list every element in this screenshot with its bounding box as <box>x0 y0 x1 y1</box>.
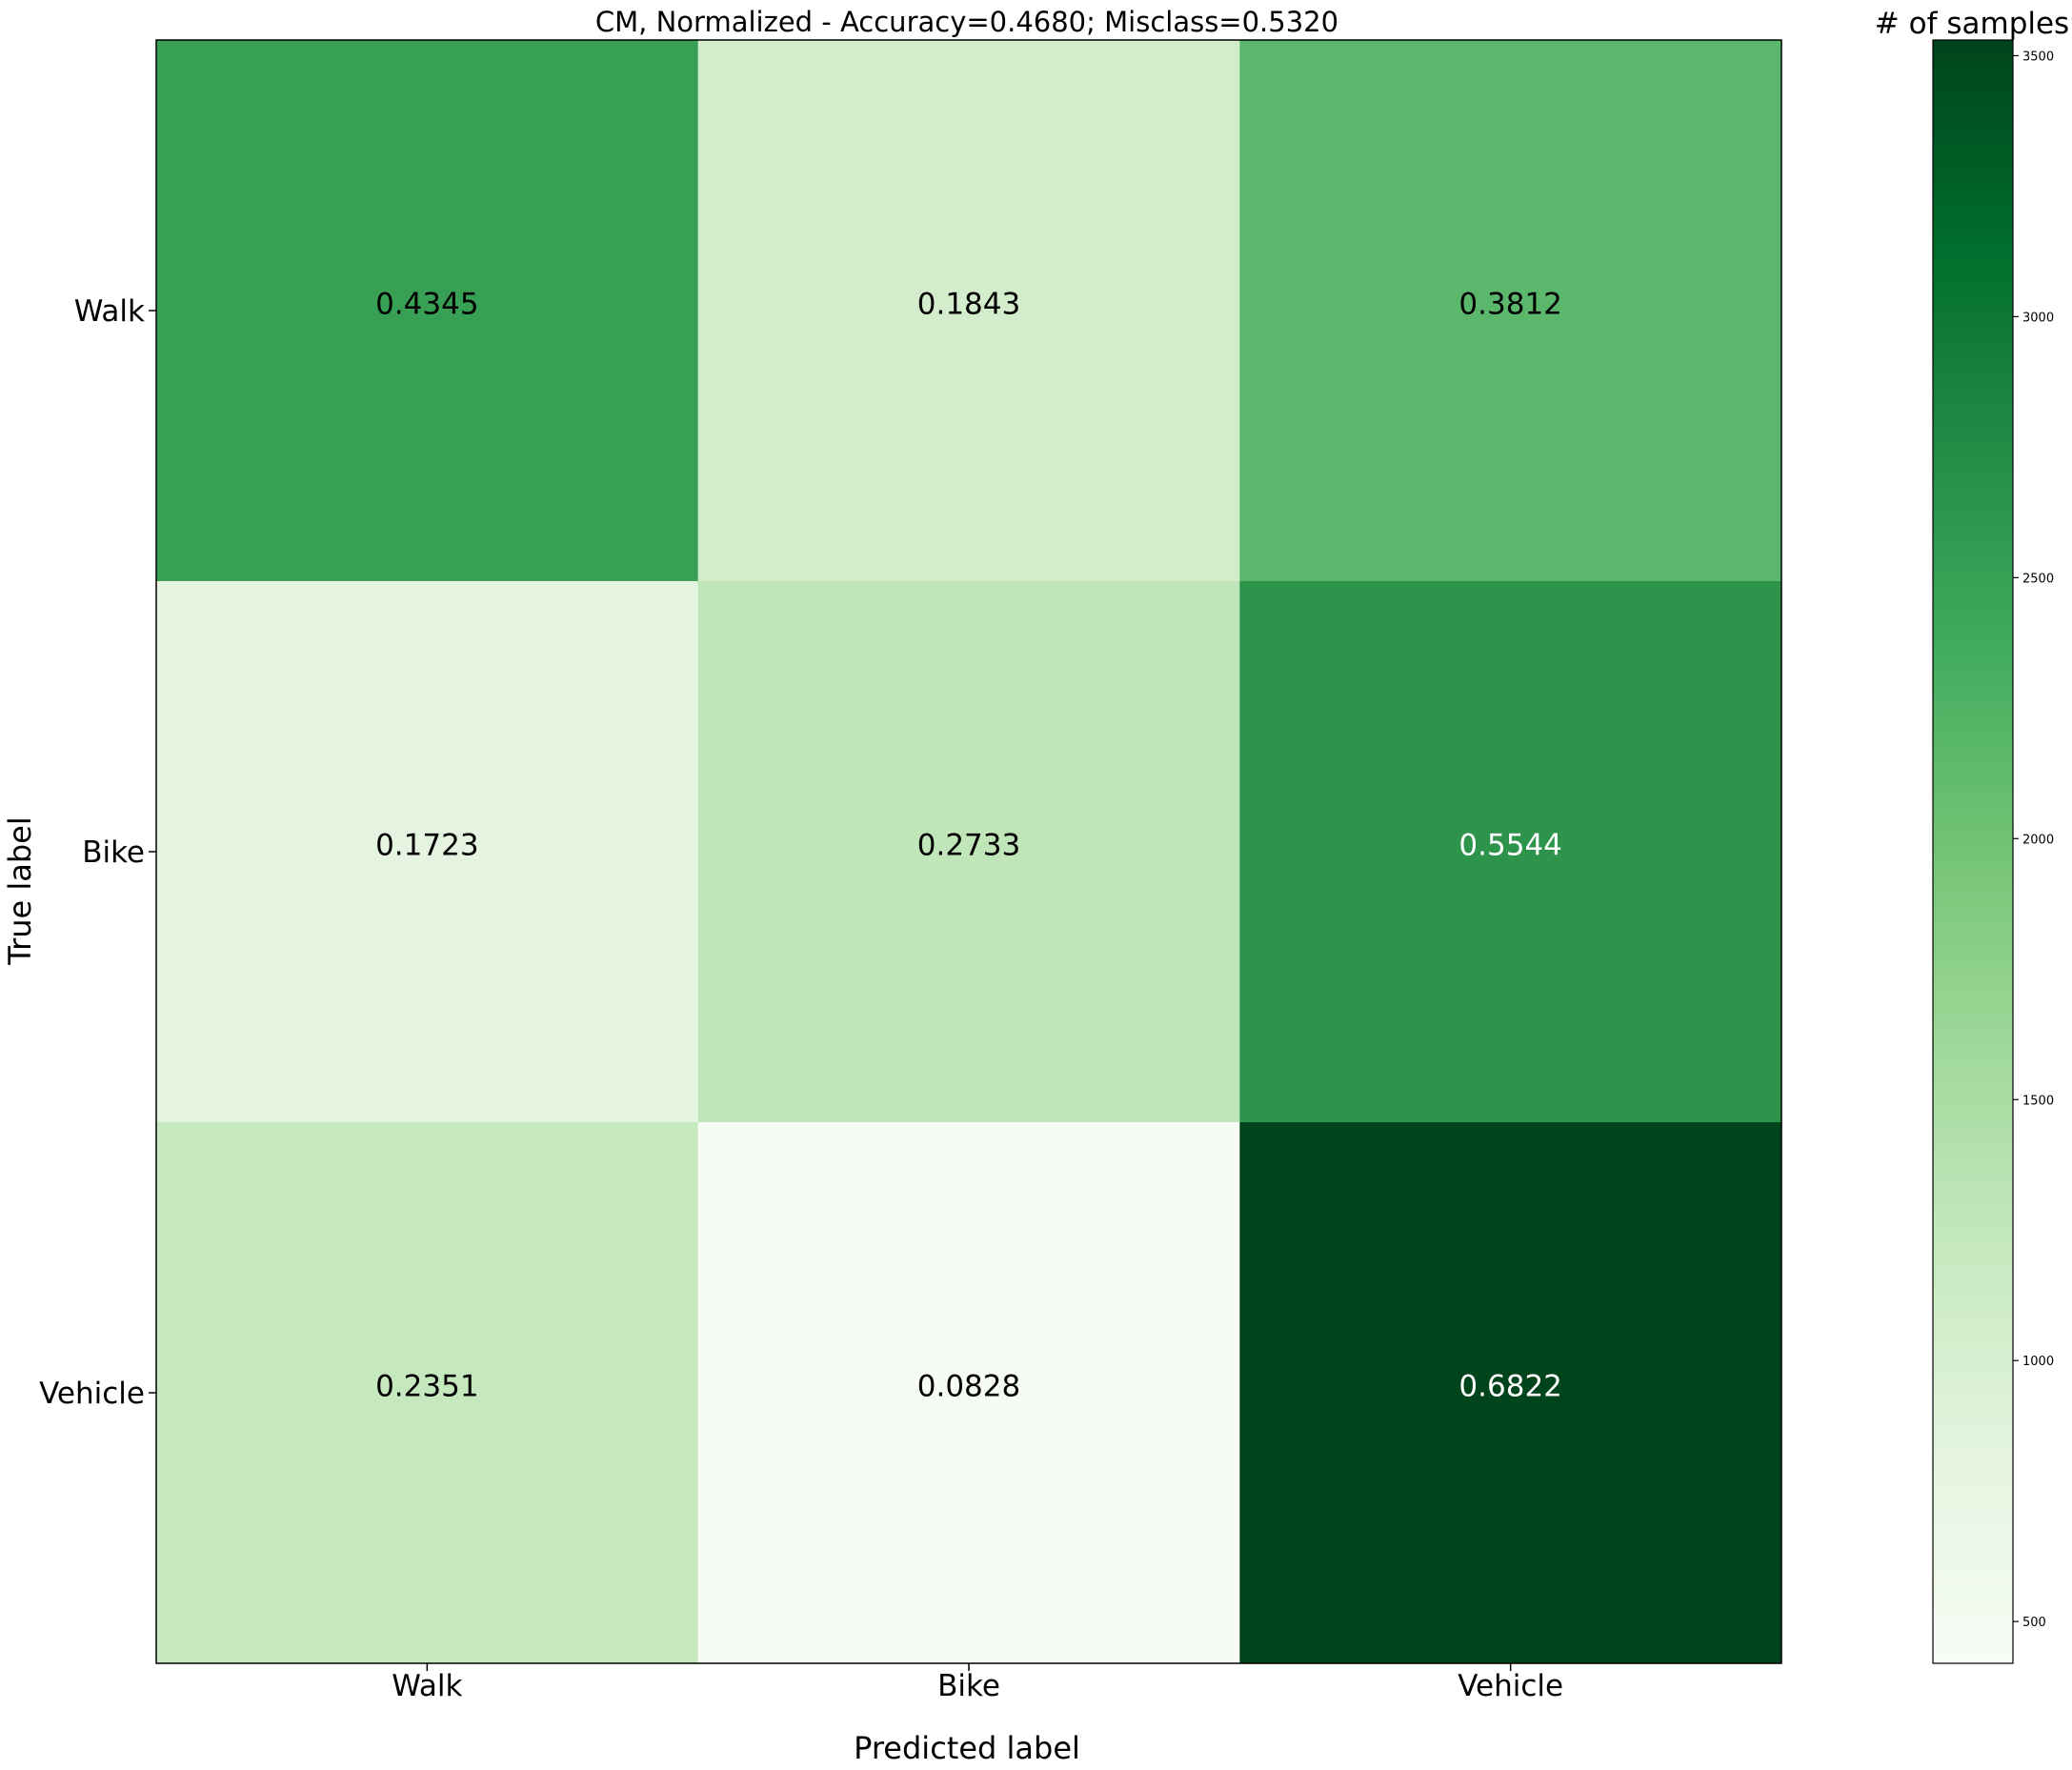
cell-value-label: 0.2351 <box>375 1370 478 1404</box>
y-axis-ticks: Walk Bike Vehicle <box>39 294 156 1411</box>
cell-bike-walk <box>156 581 699 1123</box>
cell-value-label: 0.6822 <box>1458 1370 1561 1404</box>
cell-bike-bike <box>697 581 1240 1123</box>
x-axis-label: Predicted label <box>854 1730 1080 1766</box>
cell-walk-vehicle <box>1239 40 1782 582</box>
cell-walk-bike <box>697 40 1240 582</box>
cell-value-label: 0.5544 <box>1458 829 1561 863</box>
cell-value-label: 0.3812 <box>1458 288 1561 322</box>
colorbar-tick-label: 500 <box>2022 1616 2046 1630</box>
x-tick-label: Walk <box>392 1669 462 1703</box>
colorbar-ticks: 500 1000 1500 2000 2500 3000 3500 <box>2013 50 2054 1630</box>
cell-value-label: 0.1723 <box>375 829 478 863</box>
y-tick-label: Bike <box>82 835 145 870</box>
y-tick-label: Walk <box>74 294 145 329</box>
chart-title: CM, Normalized - Accuracy=0.4680; Miscla… <box>595 6 1338 38</box>
cell-value-label: 0.0828 <box>917 1370 1020 1404</box>
x-tick-label: Bike <box>937 1669 1000 1703</box>
y-axis-label: True label <box>2 816 38 966</box>
cell-vehicle-vehicle <box>1239 1122 1782 1664</box>
colorbar-tick-label: 2500 <box>2022 572 2054 586</box>
cell-bike-vehicle <box>1239 581 1782 1123</box>
heatmap-cells: 0.4345 0.1843 0.3812 0.1723 0.2733 0.5544 0.23… <box>156 40 1782 1664</box>
colorbar: 500 1000 1500 2000 2500 3000 3500 # of samples <box>1875 7 2069 1664</box>
x-tick-label: Vehicle <box>1458 1669 1563 1703</box>
x-axis-ticks: Walk Bike Vehicle <box>392 1663 1563 1703</box>
cell-walk-walk <box>156 40 699 582</box>
colorbar-tick-label: 1000 <box>2022 1355 2054 1369</box>
colorbar-tick-label: 1500 <box>2022 1094 2054 1108</box>
y-tick-label: Vehicle <box>39 1377 145 1411</box>
cell-value-label: 0.1843 <box>917 288 1020 322</box>
colorbar-tick-label: 3000 <box>2022 311 2054 325</box>
colorbar-gradient <box>1932 39 2014 1664</box>
cell-value-label: 0.4345 <box>375 288 478 322</box>
colorbar-title: # of samples <box>1875 7 2069 41</box>
cell-vehicle-bike <box>697 1122 1240 1664</box>
colorbar-tick-label: 3500 <box>2022 50 2054 64</box>
cell-value-label: 0.2733 <box>917 829 1020 863</box>
colorbar-tick-label: 2000 <box>2022 833 2054 847</box>
cell-vehicle-walk <box>156 1122 699 1664</box>
